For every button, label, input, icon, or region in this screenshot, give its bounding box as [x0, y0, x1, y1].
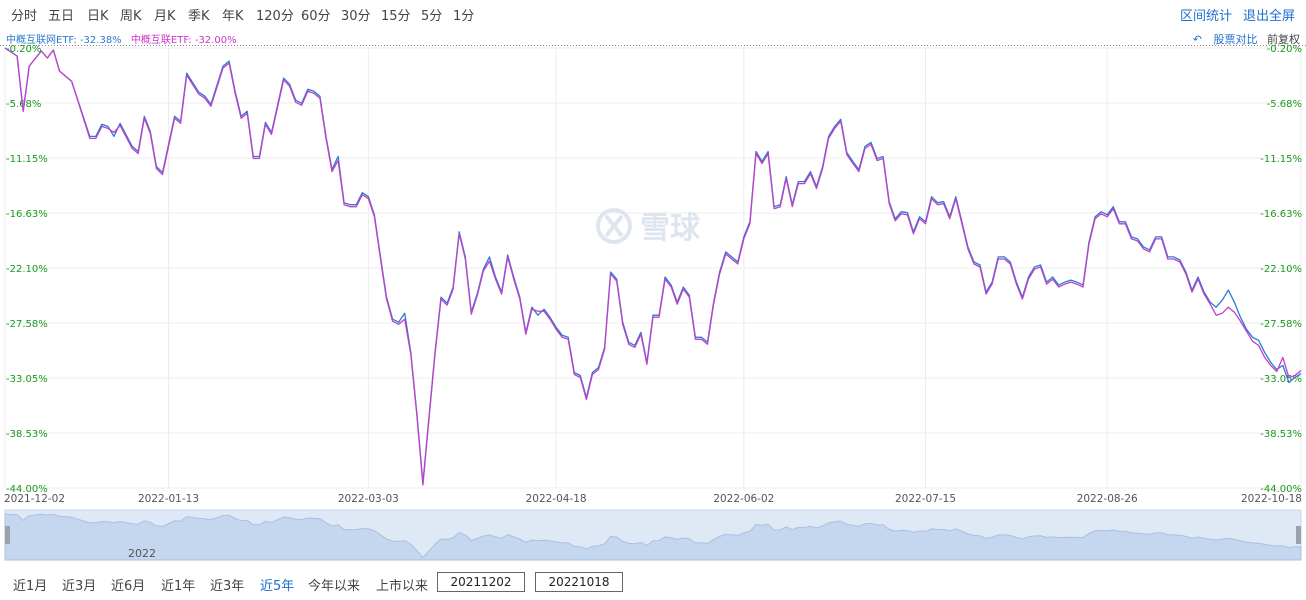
range-5y[interactable]: 近5年 — [260, 579, 295, 594]
x-tick-label: 2022-07-15 — [895, 493, 956, 505]
range-ytd[interactable]: 今年以来 — [308, 579, 361, 594]
y-tick-label-right: -11.15% — [1260, 154, 1302, 165]
y-tick-label-left: -16.63% — [6, 209, 48, 220]
y-tick-label-right: -22.10% — [1260, 264, 1302, 275]
x-tick-label: 2022-04-18 — [526, 493, 587, 505]
navigator-area — [4, 513, 1302, 561]
range-6m[interactable]: 近6月 — [111, 579, 146, 594]
range-1m[interactable]: 近1月 — [13, 579, 48, 594]
series-line-zhonggai-hulianwang — [4, 47, 1302, 484]
y-tick-label-right: -44.00% — [1260, 484, 1302, 495]
range-1y[interactable]: 近1年 — [161, 579, 196, 594]
x-tick-label: 2022-06-02 — [713, 493, 774, 505]
y-axis-labels: -0.20% -0.20%-5.68% -5.68%-11.15% -11.15%-1… — [6, 44, 1302, 495]
watermark-text: 雪球 — [640, 211, 701, 246]
y-tick-label-right: -5.68% — [1267, 99, 1302, 110]
period-1min[interactable]: 1分 — [453, 9, 475, 24]
period-15min[interactable]: 15分 — [381, 9, 411, 24]
period-intraday[interactable]: 分时 — [11, 9, 38, 24]
legend-series2: 中概互联ETF: -32.00% — [130, 35, 237, 46]
x-tick-label: 2022-08-26 — [1077, 493, 1138, 505]
range-3y[interactable]: 近3年 — [210, 579, 245, 594]
y-tick-label-left: -27.58% — [6, 319, 48, 330]
range-3m[interactable]: 近3月 — [62, 579, 97, 594]
series-lines — [4, 47, 1302, 486]
y-tick-label-left: -22.10% — [6, 264, 48, 275]
period-daily-k[interactable]: 日K — [87, 9, 109, 24]
y-tick-label-left: -44.00% — [6, 484, 48, 495]
x-tick-label: 2022-03-03 — [338, 493, 399, 505]
series-legend: 中概互联网ETF: -32.38% 中概互联ETF: -32.00% — [6, 31, 237, 46]
y-tick-label-right: -33.05% — [1260, 374, 1302, 385]
period-yearly-k[interactable]: 年K — [222, 9, 244, 24]
stock-compare-link[interactable]: 股票对比 — [1213, 33, 1258, 46]
period-60min[interactable]: 60分 — [301, 9, 331, 24]
period-30min[interactable]: 30分 — [341, 9, 371, 24]
watermark-logo-icon — [596, 208, 632, 244]
y-tick-label-right: -16.63% — [1260, 209, 1302, 220]
exit-fullscreen-link[interactable]: 退出全屏 — [1243, 9, 1296, 24]
series-line-zhonggai-hulian — [4, 47, 1302, 486]
x-tick-label: 2022-10-18 — [1241, 493, 1302, 505]
undo-arrow-icon[interactable]: ↶ — [1192, 33, 1202, 46]
period-5min[interactable]: 5分 — [421, 9, 443, 24]
y-tick-label-left: -0.20% — [6, 44, 41, 55]
y-tick-label-left: -38.53% — [6, 429, 48, 440]
x-axis-labels: 2021-12-02 2022-01-13 2022-03-03 2022-04-18… — [4, 493, 1302, 505]
period-toolbar: 分时 五日 日K 周K 月K 季K 年K 120分 60分 30分 15分 5分… — [0, 0, 1306, 28]
navigator-right-handle[interactable] — [1296, 526, 1301, 544]
x-tick-label: 2022-01-13 — [138, 493, 199, 505]
period-five-day[interactable]: 五日 — [48, 9, 75, 24]
chart-grid — [4, 47, 1302, 489]
period-monthly-k[interactable]: 月K — [154, 9, 176, 24]
x-tick-label: 2021-12-02 — [4, 493, 65, 505]
compare-controls: ↶ 股票对比 前复权 — [1193, 31, 1300, 47]
navigator-left-handle[interactable] — [5, 526, 10, 544]
watermark: 雪球 — [596, 208, 701, 246]
y-tick-label-right: -27.58% — [1260, 319, 1302, 330]
y-tick-label-left: -33.05% — [6, 374, 48, 385]
y-tick-label-left: -11.15% — [6, 154, 48, 165]
period-120min[interactable]: 120分 — [256, 9, 294, 24]
period-quarterly-k[interactable]: 季K — [188, 9, 210, 24]
range-navigator[interactable]: 2022 — [4, 509, 1302, 561]
price-adjust-toggle[interactable]: 前复权 — [1267, 33, 1300, 46]
y-tick-label-right: -0.20% — [1267, 44, 1302, 55]
main-chart[interactable]: 雪球 -0.20% -0.20%-5.68% -5.68%-11.15% -11.15… — [0, 0, 1306, 568]
y-tick-label-right: -38.53% — [1260, 429, 1302, 440]
legend-series1: 中概互联网ETF: -32.38% — [6, 35, 122, 46]
start-date-input[interactable] — [437, 572, 525, 592]
range-since-listing[interactable]: 上市以来 — [376, 579, 429, 594]
interval-stats-link[interactable]: 区间统计 — [1180, 9, 1233, 24]
watermark-logo-mark — [604, 214, 624, 238]
period-weekly-k[interactable]: 周K — [120, 9, 142, 24]
navigator-year-label: 2022 — [128, 547, 156, 560]
end-date-input[interactable] — [535, 572, 623, 592]
range-bar: 近1月 近3月 近6月 近1年 近3年 近5年 今年以来 上市以来 — [0, 568, 1306, 598]
